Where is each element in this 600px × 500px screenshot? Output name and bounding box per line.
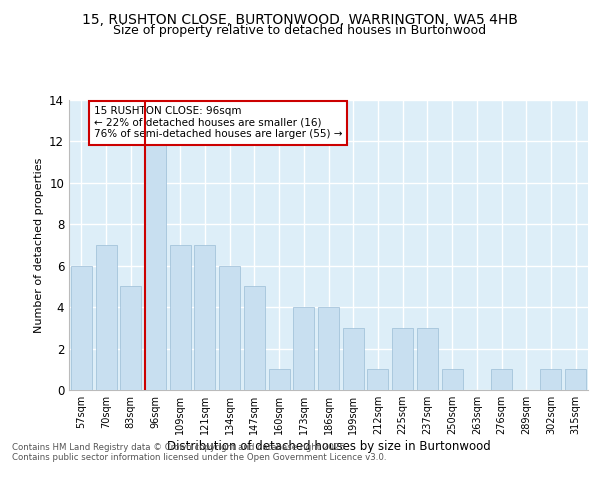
Text: 15 RUSHTON CLOSE: 96sqm
← 22% of detached houses are smaller (16)
76% of semi-de: 15 RUSHTON CLOSE: 96sqm ← 22% of detache… [94, 106, 342, 140]
Bar [293, 307, 314, 390]
Bar [194, 245, 215, 390]
Bar [219, 266, 240, 390]
Bar [417, 328, 438, 390]
Text: Contains HM Land Registry data © Crown copyright and database right 2025.
Contai: Contains HM Land Registry data © Crown c… [12, 442, 386, 462]
Bar [71, 266, 92, 390]
Bar [491, 370, 512, 390]
Bar [367, 370, 388, 390]
Bar [442, 370, 463, 390]
Bar [343, 328, 364, 390]
Bar [95, 245, 116, 390]
Bar [244, 286, 265, 390]
Bar [392, 328, 413, 390]
Bar [541, 370, 562, 390]
Bar [269, 370, 290, 390]
Bar [318, 307, 339, 390]
Y-axis label: Number of detached properties: Number of detached properties [34, 158, 44, 332]
Bar [145, 142, 166, 390]
Text: Size of property relative to detached houses in Burtonwood: Size of property relative to detached ho… [113, 24, 487, 37]
Bar [170, 245, 191, 390]
Bar [120, 286, 141, 390]
Text: 15, RUSHTON CLOSE, BURTONWOOD, WARRINGTON, WA5 4HB: 15, RUSHTON CLOSE, BURTONWOOD, WARRINGTO… [82, 12, 518, 26]
Bar [565, 370, 586, 390]
X-axis label: Distribution of detached houses by size in Burtonwood: Distribution of detached houses by size … [167, 440, 490, 453]
